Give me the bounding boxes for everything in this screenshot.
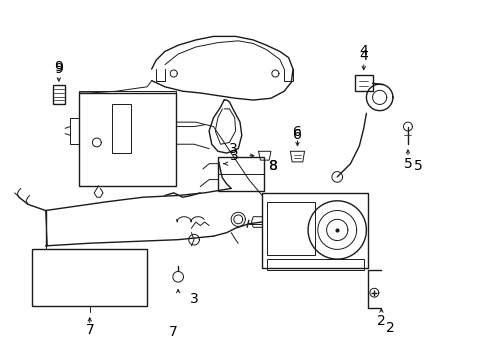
Bar (112, 104, 131, 153)
Text: 1: 1 (487, 294, 488, 309)
Text: 4: 4 (359, 44, 367, 58)
Text: 7: 7 (169, 325, 178, 339)
Text: 3: 3 (229, 149, 238, 163)
Text: 5: 5 (403, 157, 411, 171)
Text: 9: 9 (54, 62, 63, 76)
Text: 2: 2 (376, 314, 385, 328)
Bar (266, 259, 363, 270)
Text: 1: 1 (487, 294, 488, 309)
Text: 3: 3 (189, 292, 198, 306)
Text: 7: 7 (85, 323, 94, 337)
Bar (218, 157, 264, 191)
Text: 9: 9 (54, 60, 63, 74)
Text: 4: 4 (359, 49, 367, 63)
Bar (32, 248, 147, 306)
Text: 8: 8 (268, 159, 278, 173)
Bar (262, 193, 367, 268)
Bar (266, 202, 314, 255)
Text: 2: 2 (385, 321, 394, 335)
Text: 5: 5 (413, 159, 422, 173)
Text: 8: 8 (268, 159, 278, 173)
Bar (53, 85, 65, 104)
Bar (79, 93, 176, 186)
Text: 6: 6 (292, 125, 301, 139)
Text: 3: 3 (228, 141, 237, 156)
Bar (354, 75, 372, 91)
Text: 6: 6 (292, 129, 301, 143)
